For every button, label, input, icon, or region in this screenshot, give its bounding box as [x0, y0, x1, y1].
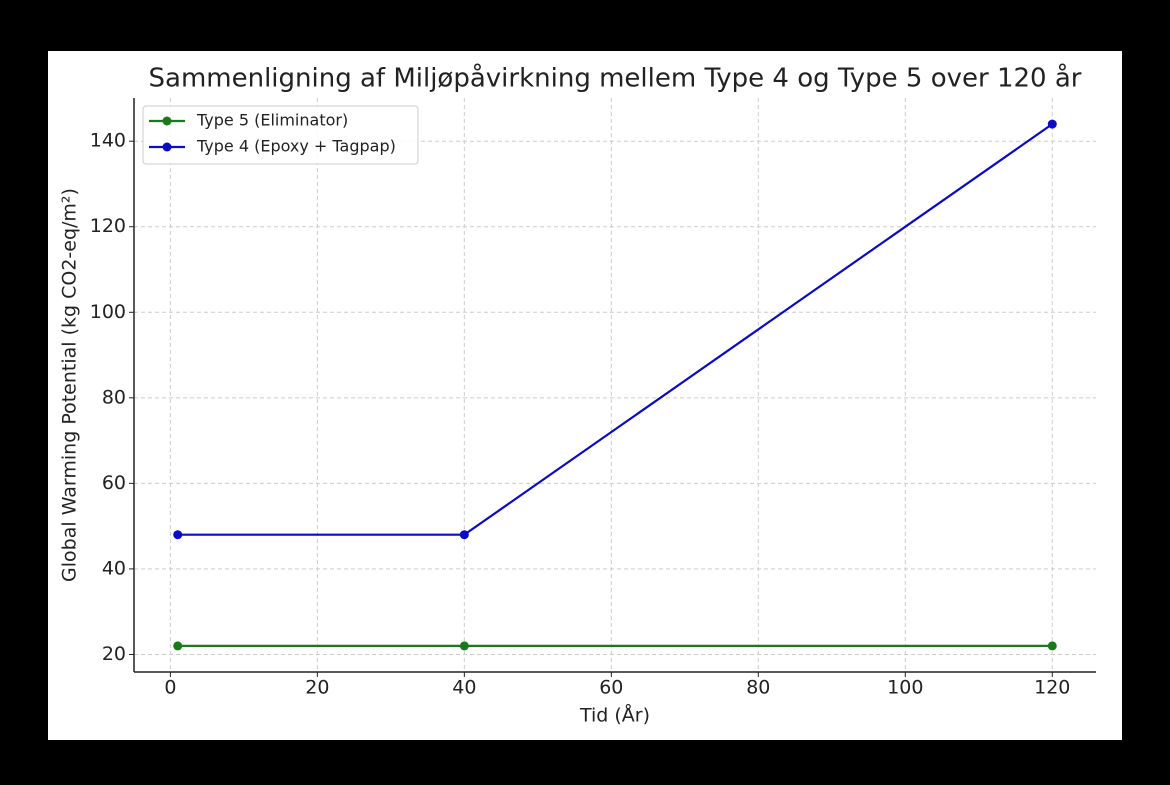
- data-point: [1047, 119, 1057, 129]
- y-tick-label: 80: [102, 386, 126, 408]
- y-tick-label: 20: [102, 643, 126, 665]
- data-point: [1047, 641, 1057, 651]
- x-tick-label: 120: [1034, 677, 1070, 699]
- x-tick-label: 0: [164, 677, 176, 699]
- figure-background: [48, 51, 1122, 740]
- chart-title: Sammenligning af Miljøpåvirkning mellem …: [149, 63, 1082, 94]
- legend-label: Type 5 (Eliminator): [196, 111, 348, 130]
- legend-label: Type 4 (Epoxy + Tagpap): [196, 137, 396, 156]
- legend-marker: [162, 142, 172, 152]
- x-tick-label: 60: [599, 677, 623, 699]
- x-tick-label: 100: [887, 677, 923, 699]
- data-point: [173, 530, 183, 540]
- data-point: [459, 641, 469, 651]
- y-tick-label: 40: [102, 557, 126, 579]
- y-tick-label: 140: [90, 130, 126, 152]
- x-tick-label: 20: [305, 677, 329, 699]
- legend-marker: [162, 116, 172, 126]
- x-axis-label: Tid (År): [579, 704, 650, 727]
- legend-box: [142, 105, 419, 165]
- y-tick-label: 60: [102, 472, 126, 494]
- data-point: [173, 641, 183, 651]
- y-tick-label: 100: [90, 301, 126, 323]
- y-tick-label: 120: [90, 215, 126, 237]
- y-axis-label: Global Warming Potential (kg CO2-eq/m²): [59, 188, 81, 582]
- x-tick-label: 40: [452, 677, 476, 699]
- x-tick-label: 80: [746, 677, 770, 699]
- data-point: [459, 530, 469, 540]
